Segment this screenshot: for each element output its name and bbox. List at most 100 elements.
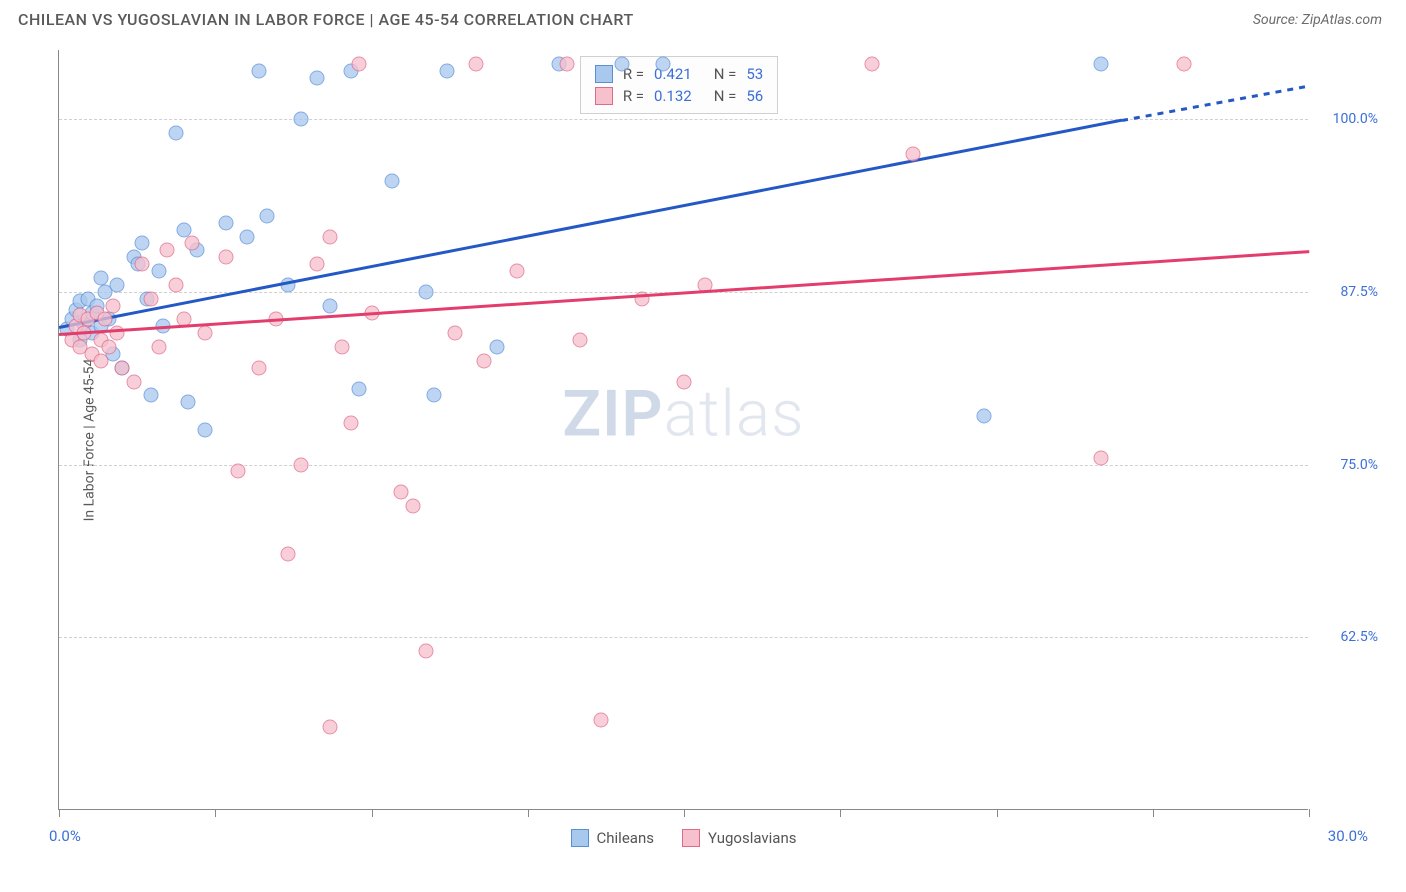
point-yugoslavian xyxy=(185,236,200,251)
point-chilean xyxy=(218,215,233,230)
point-chilean xyxy=(427,388,442,403)
x-tick xyxy=(1153,809,1154,817)
point-chilean xyxy=(439,63,454,78)
point-yugoslavian xyxy=(93,353,108,368)
point-chilean xyxy=(152,264,167,279)
n-label: N = xyxy=(714,65,737,83)
point-yugoslavian xyxy=(252,360,267,375)
chart-title: CHILEAN VS YUGOSLAVIAN IN LABOR FORCE | … xyxy=(18,10,634,29)
gridline xyxy=(59,465,1308,466)
point-yugoslavian xyxy=(477,353,492,368)
legend-swatch xyxy=(571,829,589,847)
point-chilean xyxy=(177,222,192,237)
legend-swatch xyxy=(595,65,613,83)
point-yugoslavian xyxy=(418,644,433,659)
point-yugoslavian xyxy=(593,713,608,728)
point-yugoslavian xyxy=(168,277,183,292)
point-yugoslavian xyxy=(135,257,150,272)
point-yugoslavian xyxy=(335,340,350,355)
n-value: 53 xyxy=(746,65,763,83)
legend-series-item: Yugoslavians xyxy=(682,829,797,847)
x-tick xyxy=(215,809,216,817)
point-chilean xyxy=(489,340,504,355)
point-yugoslavian xyxy=(447,326,462,341)
point-yugoslavian xyxy=(468,56,483,71)
point-chilean xyxy=(135,236,150,251)
point-chilean xyxy=(110,277,125,292)
point-yugoslavian xyxy=(218,250,233,265)
point-yugoslavian xyxy=(197,326,212,341)
n-label: N = xyxy=(714,87,737,105)
legend-stat-row: R = 0.132 N = 56 xyxy=(595,85,763,107)
point-yugoslavian xyxy=(322,229,337,244)
point-yugoslavian xyxy=(1093,450,1108,465)
y-tick-label: 62.5% xyxy=(1318,629,1378,645)
legend-series-item: Chileans xyxy=(571,829,654,847)
r-value: 0.132 xyxy=(654,87,692,105)
point-yugoslavian xyxy=(560,56,575,71)
point-chilean xyxy=(614,56,629,71)
watermark-bold: ZIP xyxy=(562,377,663,452)
point-chilean xyxy=(977,409,992,424)
point-chilean xyxy=(352,381,367,396)
point-yugoslavian xyxy=(572,333,587,348)
point-yugoslavian xyxy=(906,146,921,161)
x-tick xyxy=(528,809,529,817)
point-chilean xyxy=(197,423,212,438)
point-yugoslavian xyxy=(1177,56,1192,71)
point-yugoslavian xyxy=(160,243,175,258)
point-chilean xyxy=(385,174,400,189)
source-credit: Source: ZipAtlas.com xyxy=(1253,12,1382,28)
trendline-chilean-dash xyxy=(1121,85,1309,122)
point-yugoslavian xyxy=(343,416,358,431)
point-chilean xyxy=(310,70,325,85)
point-chilean xyxy=(143,388,158,403)
legend-top: R =0.421N =53R =0.132N =56 xyxy=(580,56,778,114)
point-yugoslavian xyxy=(97,312,112,327)
y-tick-label: 75.0% xyxy=(1318,457,1378,473)
x-tick xyxy=(59,809,60,817)
point-chilean xyxy=(293,112,308,127)
point-yugoslavian xyxy=(231,464,246,479)
point-chilean xyxy=(252,63,267,78)
legend-series-label: Yugoslavians xyxy=(708,829,797,847)
legend-series-label: Chileans xyxy=(597,829,654,847)
legend-swatch xyxy=(595,87,613,105)
x-tick xyxy=(684,809,685,817)
gridline xyxy=(59,637,1308,638)
legend-bottom: Chileans Yugoslavians xyxy=(571,829,797,847)
x-tick xyxy=(1309,809,1310,817)
point-yugoslavian xyxy=(293,457,308,472)
point-yugoslavian xyxy=(102,340,117,355)
x-tick xyxy=(840,809,841,817)
x-tick xyxy=(997,809,998,817)
x-axis-min-label: 0.0% xyxy=(49,827,81,845)
point-chilean xyxy=(168,125,183,140)
x-tick xyxy=(372,809,373,817)
point-chilean xyxy=(322,298,337,313)
point-chilean xyxy=(239,229,254,244)
point-yugoslavian xyxy=(677,374,692,389)
point-chilean xyxy=(93,271,108,286)
point-yugoslavian xyxy=(406,499,421,514)
n-value: 56 xyxy=(746,87,763,105)
point-yugoslavian xyxy=(393,485,408,500)
y-tick-label: 100.0% xyxy=(1318,111,1378,127)
point-yugoslavian xyxy=(352,56,367,71)
point-chilean xyxy=(1093,56,1108,71)
legend-swatch xyxy=(682,829,700,847)
point-yugoslavian xyxy=(281,547,296,562)
plot-area: ZIPatlas 0.0% 30.0% ChileansYugoslavians… xyxy=(58,50,1308,810)
y-tick-label: 87.5% xyxy=(1318,284,1378,300)
point-yugoslavian xyxy=(114,360,129,375)
point-yugoslavian xyxy=(143,291,158,306)
r-label: R = xyxy=(623,87,644,105)
point-chilean xyxy=(418,284,433,299)
point-yugoslavian xyxy=(510,264,525,279)
point-yugoslavian xyxy=(322,720,337,735)
point-yugoslavian xyxy=(864,56,879,71)
point-yugoslavian xyxy=(152,340,167,355)
x-axis-max-label: 30.0% xyxy=(1328,827,1368,845)
point-chilean xyxy=(656,56,671,71)
point-yugoslavian xyxy=(106,298,121,313)
